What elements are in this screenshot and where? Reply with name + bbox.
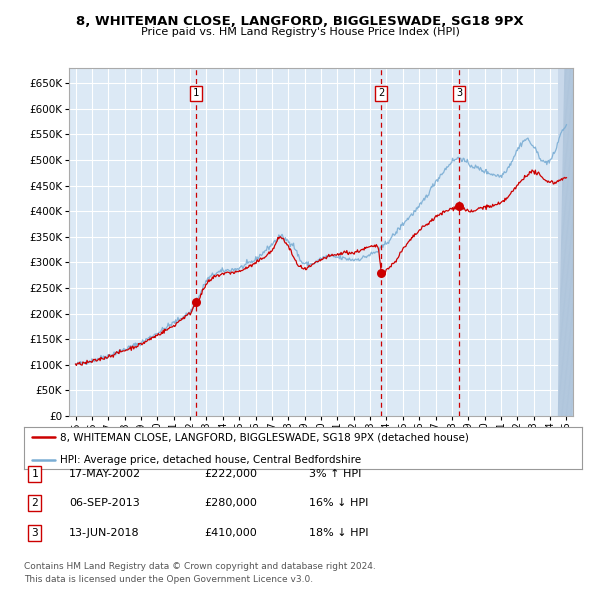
Text: 8, WHITEMAN CLOSE, LANGFORD, BIGGLESWADE, SG18 9PX: 8, WHITEMAN CLOSE, LANGFORD, BIGGLESWADE… xyxy=(76,15,524,28)
Text: 3: 3 xyxy=(456,88,462,99)
Text: £280,000: £280,000 xyxy=(204,499,257,508)
Text: 18% ↓ HPI: 18% ↓ HPI xyxy=(309,528,368,537)
Text: Contains HM Land Registry data © Crown copyright and database right 2024.: Contains HM Land Registry data © Crown c… xyxy=(24,562,376,571)
Text: 1: 1 xyxy=(31,469,38,478)
Text: £410,000: £410,000 xyxy=(204,528,257,537)
Text: £222,000: £222,000 xyxy=(204,469,257,478)
Text: 3% ↑ HPI: 3% ↑ HPI xyxy=(309,469,361,478)
Text: Price paid vs. HM Land Registry's House Price Index (HPI): Price paid vs. HM Land Registry's House … xyxy=(140,27,460,37)
Text: 06-SEP-2013: 06-SEP-2013 xyxy=(69,499,140,508)
Text: This data is licensed under the Open Government Licence v3.0.: This data is licensed under the Open Gov… xyxy=(24,575,313,584)
Text: 16% ↓ HPI: 16% ↓ HPI xyxy=(309,499,368,508)
Text: 8, WHITEMAN CLOSE, LANGFORD, BIGGLESWADE, SG18 9PX (detached house): 8, WHITEMAN CLOSE, LANGFORD, BIGGLESWADE… xyxy=(60,432,469,442)
Text: 2: 2 xyxy=(31,499,38,508)
Text: 3: 3 xyxy=(31,528,38,537)
Text: 17-MAY-2002: 17-MAY-2002 xyxy=(69,469,141,478)
Text: 13-JUN-2018: 13-JUN-2018 xyxy=(69,528,140,537)
Text: 2: 2 xyxy=(378,88,385,99)
Text: HPI: Average price, detached house, Central Bedfordshire: HPI: Average price, detached house, Cent… xyxy=(60,455,361,465)
Text: 1: 1 xyxy=(193,88,199,99)
